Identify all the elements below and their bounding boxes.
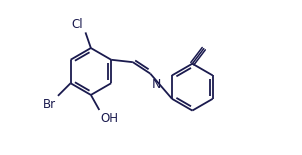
- Text: N: N: [152, 78, 161, 91]
- Text: Br: Br: [42, 98, 56, 111]
- Text: Cl: Cl: [71, 18, 83, 31]
- Text: OH: OH: [100, 112, 118, 125]
